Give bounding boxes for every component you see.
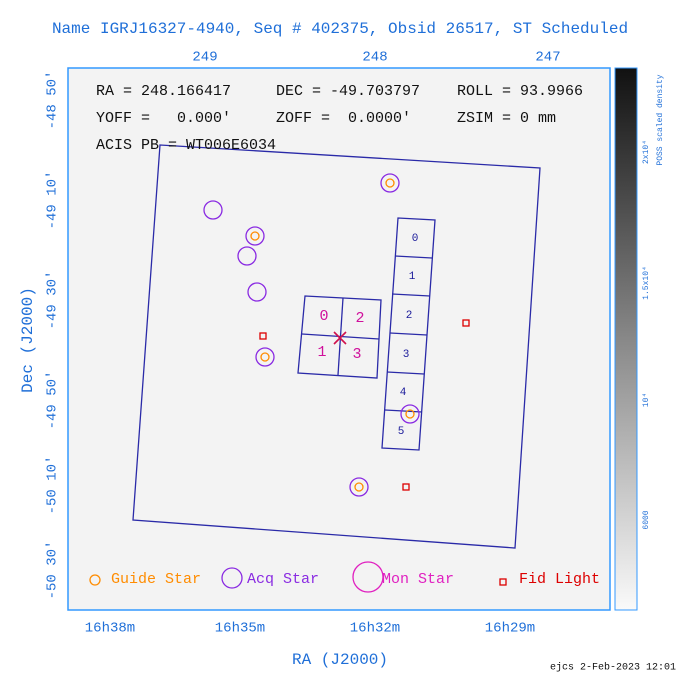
- colorbar-tick: 6000: [642, 510, 651, 529]
- colorbar-tick: 10⁴: [642, 393, 651, 407]
- chip-border: [391, 293, 431, 297]
- stars: [203, 173, 470, 497]
- legend-fid: Fid Light: [519, 571, 600, 588]
- bottom-tick: 16h32m: [350, 621, 400, 637]
- bottom-tick: 16h38m: [85, 621, 135, 637]
- colorbar-tick: 2x10⁴: [642, 140, 651, 164]
- y-label: Dec (J2000): [19, 287, 37, 393]
- left-tick: -49 50': [45, 371, 61, 430]
- acis-s-label: 1: [409, 271, 416, 283]
- top-tick: 249: [192, 50, 217, 66]
- x-label: RA (J2000): [292, 651, 388, 669]
- acis-s-label: 2: [406, 310, 413, 322]
- colorbar-tick: 1.5x10⁴: [642, 266, 651, 300]
- fields: [132, 144, 541, 549]
- top-tick: 247: [535, 50, 560, 66]
- acis-s-label: 5: [398, 426, 405, 438]
- info: RA = 248.166417 DEC = -49.703797 ROLL = …: [96, 83, 583, 154]
- left-tick: -49 10': [45, 171, 61, 230]
- acis-i: [297, 295, 382, 379]
- acis-s: [381, 217, 436, 451]
- info-roll: ROLL = 93.9966: [457, 83, 583, 100]
- left-tick: -48 50': [45, 71, 61, 130]
- acis-i-label: 1: [317, 344, 326, 361]
- left-tick: -49 30': [45, 271, 61, 330]
- acis-i-label: 3: [352, 346, 361, 363]
- legend-acq: Acq Star: [247, 571, 319, 588]
- chip-border: [394, 255, 433, 259]
- top-tick: 248: [362, 50, 387, 66]
- info-zoff: ZOFF = 0.0000': [276, 110, 411, 127]
- ticks: 249 248 247 -48 50' -49 10' -49 30' -49 50' -50…: [45, 50, 561, 637]
- info-zsim: ZSIM = 0 mm: [457, 110, 556, 127]
- acis-s-labels: 0 1 2 3 4 5: [398, 233, 419, 438]
- info-acis: ACIS PB = WT006E6034: [96, 137, 276, 154]
- info-dec: DEC = -49.703797: [276, 83, 420, 100]
- footer: ejcs 2-Feb-2023 12:01: [550, 662, 676, 674]
- legend-guide: Guide Star: [111, 571, 201, 588]
- info-yoff: YOFF = 0.000': [96, 110, 231, 127]
- colorbar-title: POSS scaled density: [656, 74, 665, 165]
- acis-i-labels: 0 2 1 3: [317, 308, 364, 363]
- title: Name IGRJ16327-4940, Seq # 402375, Obsid…: [52, 20, 628, 38]
- colorbar-ticks: 2x10⁴ 1.5x10⁴ 10⁴ 6000: [642, 140, 651, 530]
- left-tick: -50 30': [45, 541, 61, 600]
- chip-border: [384, 409, 423, 413]
- acis-i-label: 2: [355, 310, 364, 327]
- field-of-view: [132, 144, 541, 549]
- acis-s-label: 3: [403, 349, 410, 361]
- colorbar: [614, 67, 638, 611]
- info-ra: RA = 248.166417: [96, 83, 231, 100]
- bottom-tick: 16h29m: [485, 621, 535, 637]
- chip-border: [389, 332, 428, 336]
- left-tick: -50 10': [45, 456, 61, 515]
- acis-i-label: 0: [319, 308, 328, 325]
- acis-s-label: 0: [412, 233, 419, 245]
- legend-mon: Mon Star: [382, 571, 454, 588]
- chip-border: [386, 371, 425, 375]
- legend: Guide Star Acq Star Mon Star Fid Light: [89, 561, 600, 593]
- acis-s-label: 4: [400, 387, 407, 399]
- bottom-tick: 16h35m: [215, 621, 265, 637]
